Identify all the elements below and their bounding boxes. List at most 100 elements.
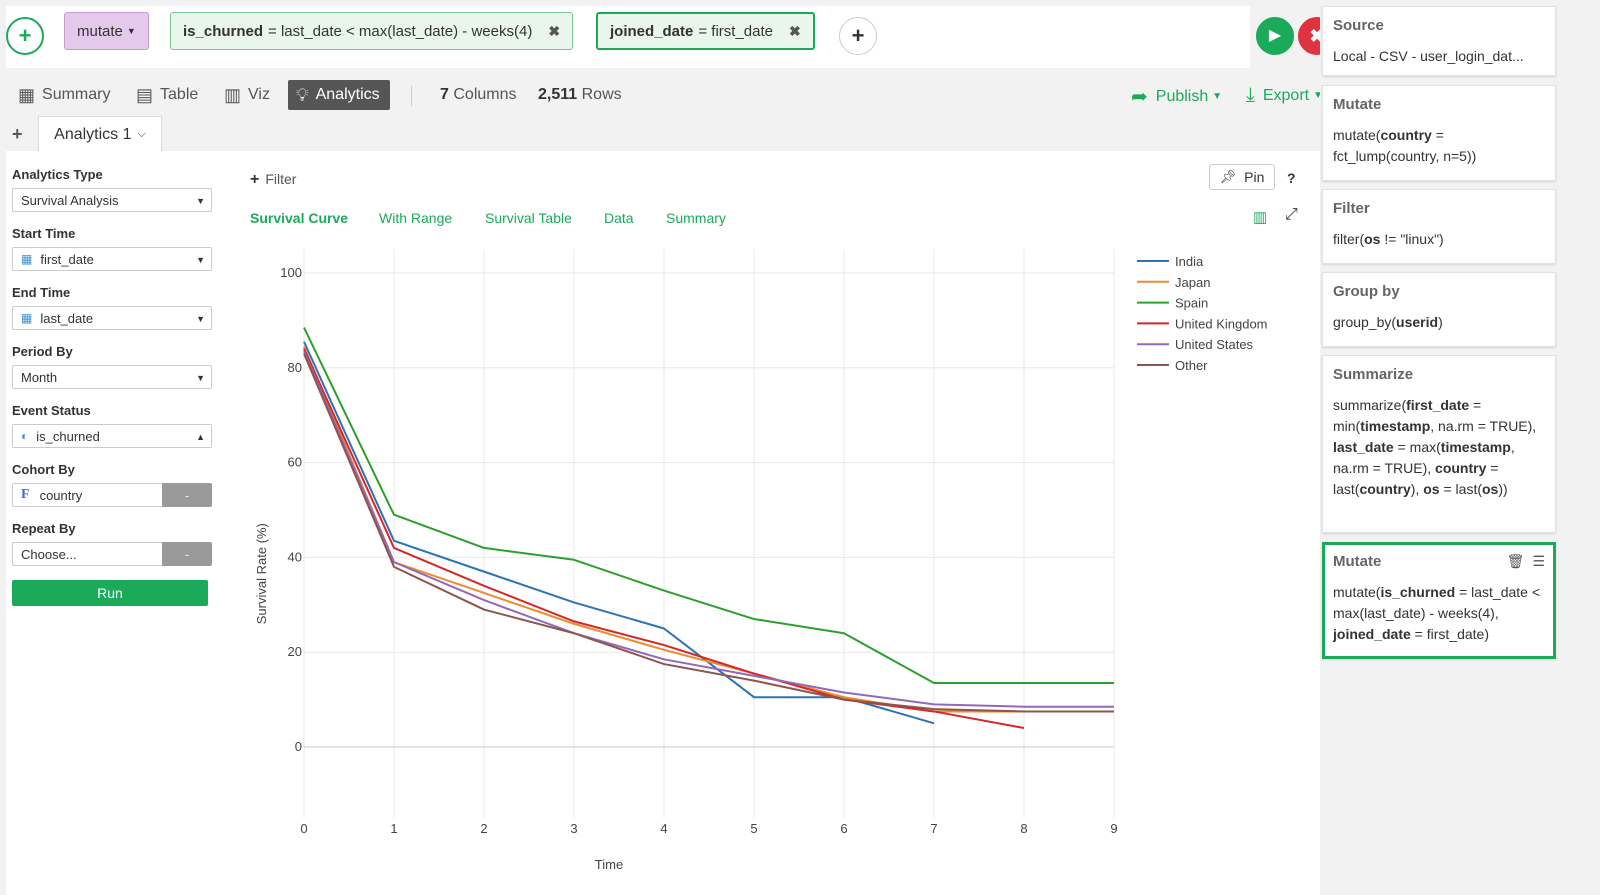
cohort-by-option-button[interactable]: - [162, 483, 212, 507]
menu-icon[interactable]: ☰ [1532, 553, 1545, 569]
legend-label: India [1175, 254, 1204, 269]
publish-label: Publish [1155, 87, 1209, 105]
bar-chart-icon: ▥ [224, 84, 242, 105]
start-time-select[interactable]: ▦ first_date ▼ [12, 247, 212, 271]
step-tools: 🗑︎ ☰ [1499, 553, 1545, 570]
tab-with-range[interactable]: With Range [379, 210, 453, 226]
tab-analytics-label: Analytics [315, 86, 380, 103]
step-mutate-churned[interactable]: Mutate 🗑︎ ☰ mutate(is_churned = last_date… [1322, 542, 1556, 659]
pin-button[interactable]: 📌︎ Pin [1209, 164, 1275, 190]
analytics-tab-1[interactable]: Analytics 1 ⌵ [38, 116, 162, 152]
add-filter-button[interactable]: + Filter [250, 171, 296, 189]
legend-label: Japan [1175, 275, 1210, 290]
share-arrow-icon: ➦ [1131, 86, 1148, 108]
y-tick-label: 40 [288, 549, 302, 564]
run-command-button[interactable]: ▶ [1256, 17, 1294, 55]
y-axis-title: Survival Rate (%) [254, 523, 269, 624]
add-expression-button[interactable]: + [839, 17, 877, 55]
plus-icon: + [18, 23, 32, 48]
expression-chip-is-churned[interactable]: is_churned = last_date < max(last_date) … [170, 12, 574, 50]
series-line [303, 346, 1114, 713]
tab-data[interactable]: Data [604, 210, 634, 226]
pin-label: Pin [1244, 169, 1265, 185]
series-line [303, 341, 935, 725]
x-axis-title: Time [595, 857, 623, 872]
caret-down-icon: ▼ [1313, 90, 1323, 101]
x-tick-label: 6 [840, 821, 847, 836]
remove-expression-icon[interactable]: ✖ [548, 22, 561, 39]
tab-table-label: Table [160, 86, 199, 103]
analytics-type-label: Analytics Type [12, 167, 103, 182]
step-group-by[interactable]: Group by group_by(userid) [1322, 272, 1556, 347]
y-tick-label: 60 [288, 455, 302, 470]
step-body: summarize(first_date = min(timestamp, na… [1333, 397, 1537, 497]
analytics-type-select[interactable]: Survival Analysis ▼ [12, 188, 212, 212]
y-tick-label: 20 [288, 644, 302, 659]
add-step-button[interactable]: + [6, 17, 44, 55]
bar-chart-icon[interactable]: ▥ [1253, 209, 1268, 226]
analytics-tab-label: Analytics 1 [54, 125, 132, 143]
plus-icon: + [250, 171, 260, 188]
period-by-value: Month [21, 369, 58, 385]
end-time-label: End Time [12, 285, 71, 300]
trash-icon[interactable]: 🗑︎ [1506, 553, 1525, 569]
step-body: mutate(country = fct_lump(country, n=5)) [1333, 127, 1477, 164]
step-source[interactable]: Source Local - CSV - user_login_dat... [1322, 6, 1556, 76]
add-analytics-tab-icon[interactable]: + [12, 124, 23, 144]
step-mutate-country[interactable]: Mutate mutate(country = fct_lump(country… [1322, 85, 1556, 181]
legend-label: Spain [1175, 296, 1208, 311]
caret-down-icon: ▼ [196, 314, 205, 324]
event-status-group: Event Status ◐ is_churned ▲ [12, 403, 212, 448]
repeat-by-select[interactable]: Choose... [12, 542, 162, 566]
row-count: 2,511 Rows [538, 86, 622, 104]
command-bar: + mutate ▼ is_churned = last_date < max(l… [0, 0, 1336, 72]
factor-type-icon: F [21, 487, 30, 502]
expand-icon[interactable]: ⤢ [1285, 206, 1298, 223]
tab-analytics[interactable]: 💡︎ Analytics [288, 80, 390, 110]
step-filter[interactable]: Filter filter(os != "linux") [1322, 189, 1556, 264]
tab-survival-curve[interactable]: Survival Curve [250, 210, 349, 226]
legend-label: United Kingdom [1175, 316, 1268, 331]
plus-icon: + [851, 23, 865, 48]
start-time-value: first_date [40, 251, 94, 267]
divider [411, 86, 412, 106]
x-tick-label: 1 [390, 821, 397, 836]
remove-expression-icon[interactable]: ✖ [789, 22, 801, 39]
tab-summary-chart[interactable]: Summary [666, 210, 726, 226]
event-status-select[interactable]: ◐ is_churned ▲ [12, 424, 212, 448]
step-title: Source [1333, 17, 1384, 34]
x-tick-label: 9 [1110, 821, 1117, 836]
expression-value: = first_date [698, 22, 773, 40]
step-body: Local - CSV - user_login_dat... [1333, 48, 1524, 64]
caret-up-icon: ▲ [196, 432, 205, 442]
toggle-icon: ◐ [21, 429, 29, 443]
expression-chip-joined-date[interactable]: joined_date = first_date ✖ [596, 12, 815, 50]
tab-survival-table[interactable]: Survival Table [485, 210, 572, 226]
cohort-by-label: Cohort By [12, 462, 75, 477]
analytics-config: Analytics Type Survival Analysis ▼ Start … [12, 167, 212, 606]
publish-button[interactable]: ➦ Publish ▼ [1131, 84, 1222, 109]
help-icon[interactable]: ? [1287, 170, 1296, 186]
tab-table[interactable]: ▤ Table [128, 80, 206, 110]
repeat-by-option-button[interactable]: - [162, 542, 212, 566]
step-title: Filter [1333, 200, 1370, 217]
tab-summary[interactable]: ▦ Summary [10, 80, 118, 110]
period-by-select[interactable]: Month ▼ [12, 365, 212, 389]
x-tick-label: 4 [660, 821, 667, 836]
calendar-icon: ▦ [21, 311, 33, 325]
command-verb-dropdown[interactable]: mutate ▼ [64, 12, 149, 50]
tab-viz[interactable]: ▥ Viz [216, 80, 278, 110]
period-by-group: Period By Month ▼ [12, 344, 212, 389]
step-summarize[interactable]: Summarize summarize(first_date = min(tim… [1322, 355, 1556, 533]
export-button[interactable]: ⤓ Export ▼ [1246, 84, 1323, 107]
repeat-by-label: Repeat By [12, 521, 76, 536]
caret-down-icon: ▼ [196, 196, 205, 206]
run-analytics-button[interactable]: Run [12, 580, 208, 606]
tab-summary-label: Summary [42, 86, 111, 103]
step-body: mutate(is_churned = last_date < max(last… [1333, 584, 1541, 642]
event-status-value: is_churned [36, 428, 100, 444]
end-time-select[interactable]: ▦ last_date ▼ [12, 306, 212, 330]
y-tick-label: 0 [295, 739, 302, 754]
